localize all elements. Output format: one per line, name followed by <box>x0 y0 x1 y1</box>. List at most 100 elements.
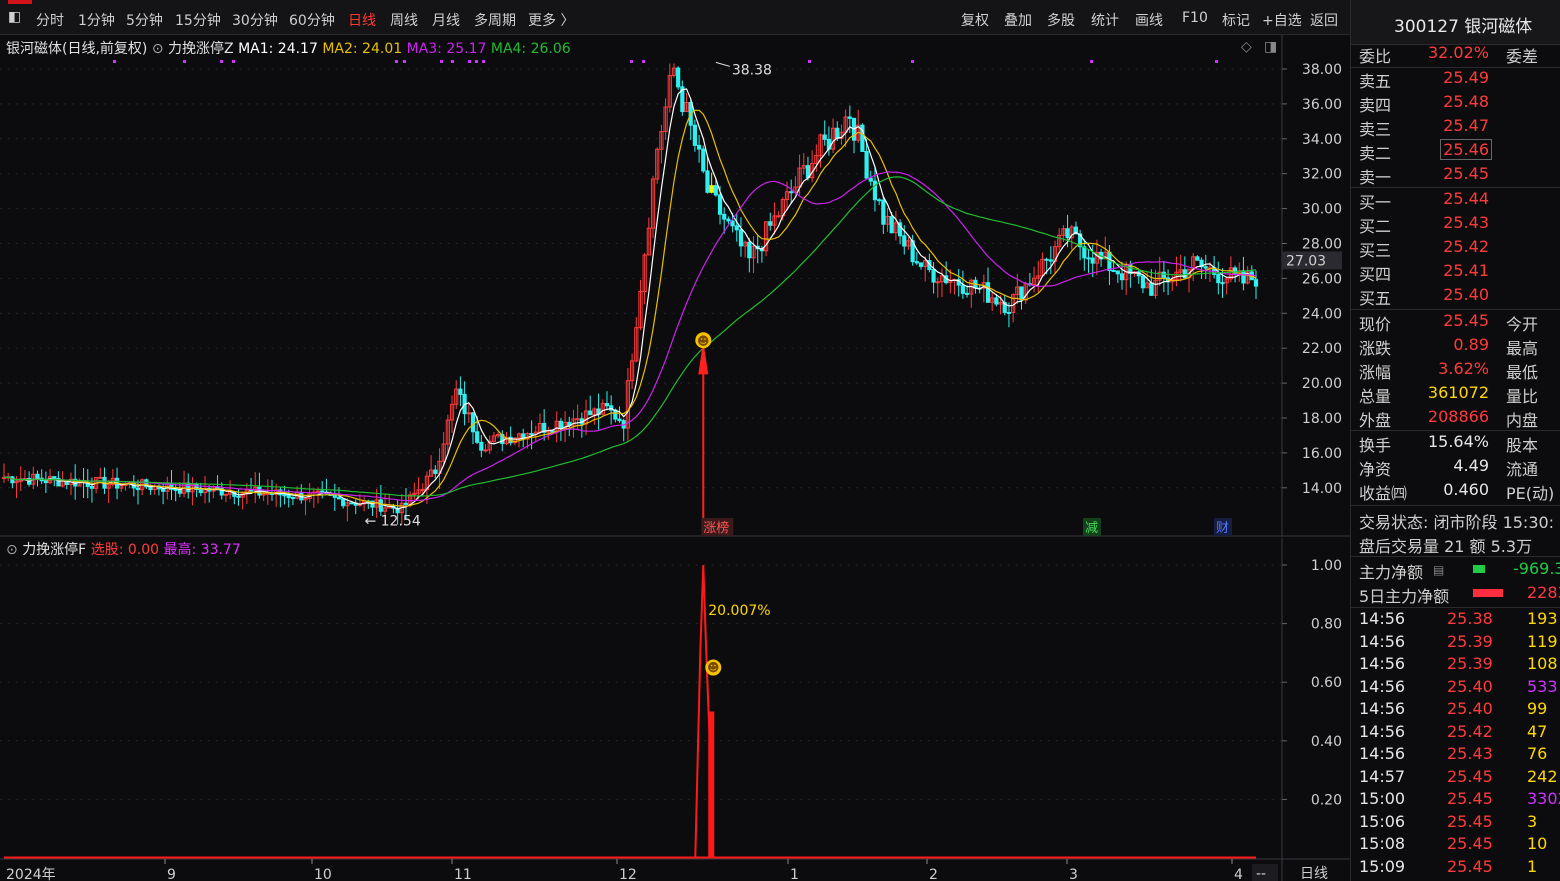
candle-body <box>1086 257 1091 260</box>
candle-body <box>747 241 752 259</box>
five-day-net-label: 5日主力净额 <box>1359 587 1450 606</box>
period-tab-15min[interactable]: 15分钟 <box>175 13 221 29</box>
signal-dot <box>1215 60 1218 63</box>
candle-body <box>378 499 383 512</box>
period-tab-daily[interactable]: 日线 <box>348 13 376 29</box>
stat-3: 总量 361072 量比 <box>1351 383 1560 407</box>
tick-price: 25.45 <box>1447 766 1493 786</box>
period-tab-5min[interactable]: 5分钟 <box>126 13 163 29</box>
candle-body <box>1182 269 1187 279</box>
divider <box>1351 67 1560 68</box>
period-tab-weekly[interactable]: 周线 <box>390 13 418 29</box>
candle-body <box>320 490 325 493</box>
bid-level-5: 买五 25.40 <box>1351 285 1560 309</box>
action-stats-button[interactable]: 统计 <box>1091 13 1119 29</box>
candle-body <box>441 443 446 462</box>
candle-body <box>629 360 635 382</box>
candle-body <box>504 436 509 445</box>
indicator-name[interactable]: 力挽涨停Z <box>168 41 234 57</box>
diamond-icon[interactable]: ◇ <box>1241 39 1252 55</box>
list-icon[interactable]: ▤ <box>1433 563 1445 577</box>
candle-body <box>659 131 664 150</box>
tick-volume: 108 <box>1527 654 1558 673</box>
period-tab-60min[interactable]: 60分钟 <box>289 13 335 29</box>
candle-body <box>588 410 593 416</box>
bid-level-5-label: 买五 <box>1359 289 1392 308</box>
weibi-label: 委比 <box>1359 47 1392 66</box>
divider <box>1351 607 1560 608</box>
weibi-row: 委比 32.02% 委差 <box>1351 43 1560 67</box>
candle-body <box>449 403 455 421</box>
action-f10-button[interactable]: F10 <box>1182 10 1208 26</box>
indicator-subchart[interactable]: 1.00 0.80 0.60 0.40 0.20 ☻ 20.007% 2024年 9 10 11 12… <box>0 538 1350 881</box>
price-tick-label: 16.00 <box>1302 446 1342 462</box>
action-overlay-button[interactable]: 叠加 <box>1004 13 1032 29</box>
price-tick-label: 26.00 <box>1302 271 1342 287</box>
period-tab-more[interactable]: 更多 〉 <box>528 13 575 29</box>
stat-0-value: 25.45 <box>1443 311 1489 330</box>
stat-2-label: 涨幅 <box>1359 363 1392 382</box>
candle-body <box>1015 286 1020 296</box>
candle-body <box>403 502 409 505</box>
candle-body <box>994 297 999 305</box>
candle-body <box>935 281 940 284</box>
ask-level-5-label: 卖五 <box>1359 72 1392 91</box>
stat-4-right-label: 内盘 <box>1506 411 1539 430</box>
candle-body <box>1019 286 1024 301</box>
tick-price: 25.42 <box>1447 721 1493 741</box>
candle-body <box>1216 273 1221 284</box>
signal-arrow-head <box>698 341 709 375</box>
action-fuquan-button[interactable]: 复权 <box>961 13 989 29</box>
sub-toggle-icon[interactable]: ⊙ <box>6 542 18 558</box>
period-tab-30min[interactable]: 30分钟 <box>232 13 278 29</box>
period-tab-monthly[interactable]: 月线 <box>432 13 460 29</box>
tick-time: 15:09 <box>1359 856 1406 876</box>
stat-3-label: 总量 <box>1359 387 1392 406</box>
signal-dot <box>1090 60 1093 63</box>
candle-body <box>600 403 605 415</box>
candle-body <box>713 185 718 196</box>
ask-level-4-label: 卖四 <box>1359 96 1392 115</box>
action-back-button[interactable]: 返回 <box>1310 13 1338 29</box>
tick-volume: 47 <box>1527 721 1548 741</box>
smiley-face-icon: ☻ <box>697 334 710 348</box>
action-add-watchlist-button[interactable]: +自选 <box>1262 13 1302 29</box>
time-month-label: 10 <box>314 867 332 881</box>
trade-status: 交易状态: 闭市阶段 15:30: <box>1351 509 1560 533</box>
candle-body <box>902 235 907 247</box>
weibi-value: 32.02% <box>1427 43 1489 62</box>
panel-toggle-icon[interactable]: ◧ <box>8 9 22 25</box>
candle-body <box>412 492 417 496</box>
candle-body <box>751 245 756 259</box>
action-mark-button[interactable]: 标记 <box>1222 13 1250 29</box>
tick-row: 15:09 25.45 1 <box>1351 857 1560 879</box>
stat2-1-label: 净资 <box>1359 460 1392 479</box>
candle-body <box>1057 234 1062 248</box>
signal-dot <box>403 60 406 63</box>
period-tab-fenshi[interactable]: 分时 <box>36 13 64 29</box>
candle-body <box>642 254 647 293</box>
action-multistock-button[interactable]: 多股 <box>1047 13 1075 29</box>
period-tab-multi[interactable]: 多周期 <box>474 13 516 29</box>
candle-body <box>516 433 522 439</box>
candle-body <box>881 199 886 225</box>
candlestick-canvas[interactable]: 38.00 36.00 34.00 32.00 30.00 28.00 26.00 24.00… <box>0 35 1350 537</box>
stat2-1-value: 4.49 <box>1453 456 1489 475</box>
window-toggle-icon[interactable]: ◨ <box>1264 39 1278 55</box>
candle-body <box>931 269 936 283</box>
indicator-canvas[interactable]: 1.000.800.600.400.20☻20.007%2024年 9 10 11 12… <box>0 538 1350 881</box>
tick-price: 25.45 <box>1447 834 1493 853</box>
stat2-0-value: 15.64% <box>1427 432 1489 451</box>
candle-body <box>261 493 266 496</box>
flag-reduce: 减 <box>1085 521 1098 536</box>
candle-body <box>571 418 576 427</box>
action-draw-button[interactable]: 画线 <box>1135 13 1163 29</box>
candlestick-chart[interactable]: 38.00 36.00 34.00 32.00 30.00 28.00 26.00 24.00… <box>0 35 1350 537</box>
indicator-toggle-icon[interactable]: ⊙ <box>151 41 164 57</box>
stat2-0-label: 换手 <box>1359 436 1392 455</box>
candle-body <box>1065 228 1070 239</box>
sub-indicator-name[interactable]: 力挽涨停F <box>22 542 87 558</box>
main-net-row: 主力净额 ▤ -969.3 <box>1351 559 1560 583</box>
period-tab-1min[interactable]: 1分钟 <box>78 13 115 29</box>
ma3-value: MA3: 25.17 <box>406 41 487 57</box>
